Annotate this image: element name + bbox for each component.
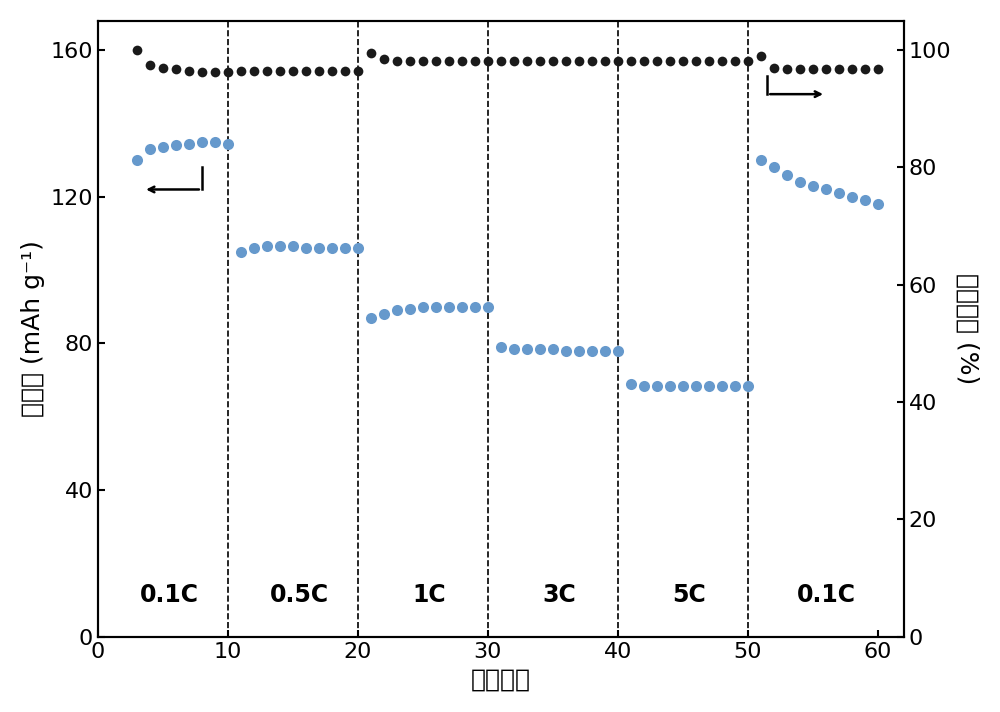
Y-axis label: 库伦效率 (%): 库伦效率 (%) <box>955 273 979 384</box>
Text: 5C: 5C <box>672 583 706 607</box>
Text: 1C: 1C <box>413 583 446 607</box>
Text: 0.5C: 0.5C <box>270 583 329 607</box>
Text: 3C: 3C <box>542 583 576 607</box>
X-axis label: 循环圈数: 循环圈数 <box>471 667 531 691</box>
Y-axis label: 比容量 (mAh g⁻¹): 比容量 (mAh g⁻¹) <box>21 241 45 417</box>
Text: 0.1C: 0.1C <box>796 583 855 607</box>
Text: 0.1C: 0.1C <box>140 583 199 607</box>
